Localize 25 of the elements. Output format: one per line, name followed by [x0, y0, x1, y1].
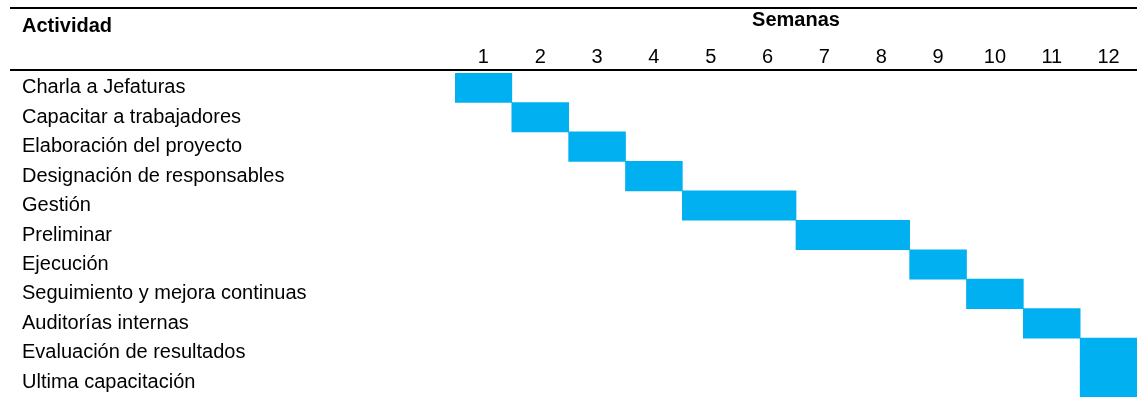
- x-tick-label: 3: [591, 44, 603, 67]
- x-tick-label: 5: [705, 44, 717, 67]
- x-tick-label: 8: [875, 44, 887, 67]
- x-tick-label: 7: [818, 44, 830, 67]
- x-tick-label: 2: [534, 44, 546, 67]
- x-tick-label: 10: [983, 44, 1007, 67]
- y-tick-label: Designación de responsables: [22, 163, 285, 186]
- x-tick-label: 6: [762, 44, 774, 67]
- y-tick-label: Ejecución: [22, 251, 109, 274]
- y-tick-label: Charla a Jefaturas: [22, 75, 186, 98]
- x-tick-label: 11: [1041, 44, 1063, 67]
- y-tick-label: Elaboración del proyecto: [22, 134, 243, 157]
- y-tick-label: Auditorías internas: [22, 310, 189, 333]
- x-tick-label: 9: [932, 44, 944, 67]
- y-tick-label: Gestión: [22, 193, 91, 216]
- y-tick-label: Evaluación de resultados: [22, 340, 246, 363]
- y-axis-title: Actividad: [22, 13, 113, 36]
- x-tick-label: 4: [648, 44, 660, 67]
- x-axis-title: Semanas: [752, 7, 840, 30]
- y-tick-label: Capacitar a trabajadores: [22, 104, 242, 127]
- y-tick-label: Ultima capacitación: [22, 369, 196, 392]
- y-tick-label: Seguimiento y mejora continuas: [22, 281, 307, 304]
- x-tick-label: 12: [1097, 44, 1120, 67]
- x-tick-label: 1: [477, 44, 489, 67]
- y-tick-label: Preliminar: [22, 222, 113, 245]
